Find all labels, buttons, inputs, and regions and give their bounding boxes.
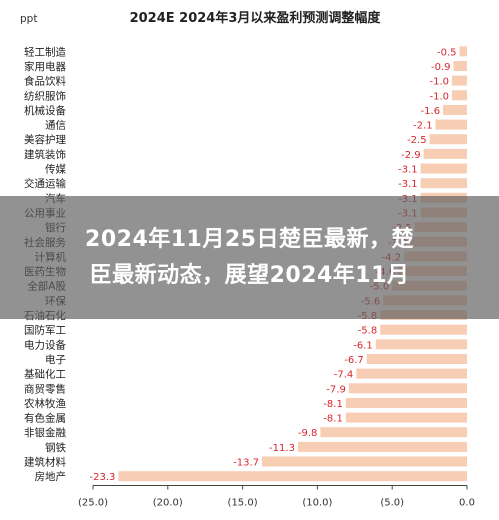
value-label: -2.9	[401, 150, 421, 161]
bar	[320, 427, 467, 438]
category-label: 非银金融	[24, 426, 66, 439]
value-label: -1.0	[430, 91, 450, 102]
category-label: 机械设备	[24, 104, 66, 117]
x-tick-label: (25.0)	[78, 498, 108, 509]
category-label: 通信	[45, 120, 66, 132]
bar	[345, 397, 467, 408]
bar	[452, 75, 467, 86]
value-label: -7.9	[326, 384, 346, 395]
bar	[435, 119, 467, 130]
value-label: -1.6	[421, 106, 441, 117]
category-label: 有色金属	[24, 412, 66, 425]
bar	[380, 324, 467, 335]
bar	[453, 60, 467, 71]
bar	[423, 148, 467, 159]
value-label: -7.4	[334, 370, 354, 381]
value-label: -3.1	[398, 165, 418, 176]
category-label: 建筑材料	[24, 456, 66, 469]
value-label: -0.9	[431, 62, 451, 73]
chart-title: 2024E 2024年3月以来盈利预测调整幅度	[130, 10, 382, 26]
bar	[356, 368, 467, 379]
value-label: -6.7	[344, 355, 364, 366]
bar	[348, 383, 467, 394]
x-axis: (25.0) (20.0) (15.0) (10.0) (5.0) 0.0	[78, 485, 475, 509]
bar	[297, 441, 467, 452]
category-label: 食品饮料	[24, 75, 66, 88]
unit-label: ppt	[20, 13, 37, 25]
bar	[429, 134, 467, 145]
headline-overlay: 2024年11月25日楚臣最新，楚 臣最新动态，展望2024年11月	[0, 196, 499, 319]
bar	[420, 178, 467, 189]
category-label: 建筑装饰	[24, 148, 66, 161]
value-label: -3.1	[398, 179, 418, 190]
bar	[262, 456, 467, 467]
x-tick-label: 0.0	[459, 498, 475, 509]
category-label: 钢铁	[45, 441, 66, 454]
value-label: -2.5	[407, 135, 427, 146]
bar	[420, 163, 467, 174]
x-tick-label: (10.0)	[302, 498, 332, 509]
bar	[366, 353, 467, 364]
category-label: 轻工制造	[24, 45, 66, 58]
category-label: 美容护理	[24, 133, 66, 146]
category-label: 纺织服饰	[24, 89, 66, 102]
value-label: -8.1	[323, 414, 343, 425]
category-label: 商贸零售	[24, 382, 66, 395]
bar	[118, 471, 467, 482]
bar	[459, 46, 467, 57]
category-label: 基础化工	[24, 368, 66, 381]
x-tick-label: (20.0)	[153, 498, 183, 509]
bar	[375, 339, 467, 350]
bar	[443, 104, 467, 115]
value-label: -5.8	[358, 326, 378, 337]
value-label: -11.3	[269, 443, 295, 454]
value-label: -13.7	[233, 458, 259, 469]
value-label: -1.0	[430, 77, 450, 88]
value-label: -2.1	[413, 121, 433, 132]
value-label: -6.1	[353, 340, 373, 351]
bar	[345, 412, 467, 423]
category-label: 交通运输	[24, 177, 66, 190]
category-label: 农林牧渔	[24, 397, 66, 410]
headline-line-1: 2024年11月25日楚臣最新，楚	[85, 226, 414, 252]
headline-line-2: 臣最新动态，展望2024年11月	[89, 262, 410, 288]
category-label: 家用电器	[24, 60, 66, 73]
x-tick-label: (5.0)	[380, 498, 404, 509]
category-label: 房地产	[35, 470, 67, 483]
category-label: 电力设备	[24, 338, 66, 351]
value-label: -23.3	[90, 472, 116, 483]
headline-text: 2024年11月25日楚臣最新，楚 臣最新动态，展望2024年11月	[85, 222, 414, 294]
x-tick-label: (15.0)	[228, 498, 258, 509]
category-label: 国防军工	[24, 324, 66, 337]
bar	[452, 90, 467, 101]
value-label: -8.1	[323, 399, 343, 410]
value-label: -9.8	[298, 428, 318, 439]
category-label: 电子	[45, 353, 66, 366]
category-label: 传媒	[45, 163, 66, 176]
value-label: -0.5	[437, 47, 457, 58]
